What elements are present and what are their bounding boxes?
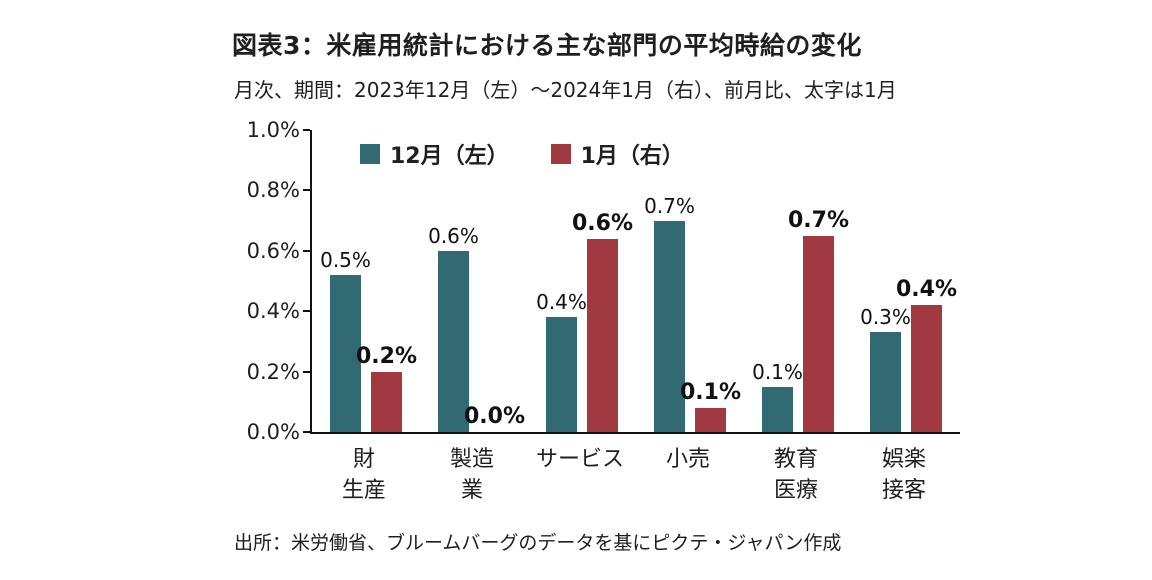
x-axis-label: 財生産 [341, 447, 386, 503]
bar [654, 220, 685, 432]
bar-value-label: 0.4% [536, 290, 587, 315]
bar [587, 238, 618, 432]
x-axis-label: 小売 [665, 447, 710, 472]
bar-value-label: 0.4% [896, 277, 958, 303]
bar-value-label: 0.0% [464, 404, 526, 429]
legend-label: 12月（左） [390, 144, 509, 169]
legend: 12月（左） 1月（右） [360, 138, 684, 170]
plot-area: 12月（左） 1月（右） 0.5% 0.2% 0.6% 0.0% 0.4% 0.6% 0.7%… [303, 129, 960, 434]
bar-slot: 0.7% [788, 130, 849, 432]
legend-swatch [550, 144, 571, 164]
y-tick-mark [303, 310, 310, 313]
bar [762, 386, 793, 432]
bar-slot: 0.0% [464, 130, 525, 432]
bar-slot: 0.6% [572, 130, 633, 432]
legend-swatch [360, 144, 380, 164]
page-title: 図表3：米雇用統計における主な部門の平均時給の変化 [232, 31, 862, 60]
y-axis: 0.0% 0.2% 0.4% 0.6% 0.8% 1.0% [226, 118, 300, 444]
bar [371, 371, 402, 432]
source-note: 出所：米労働省、ブルームバーグのデータを基にピクテ・ジャパン作成 [234, 532, 842, 554]
bar [330, 274, 361, 432]
y-tick-mark [303, 189, 310, 192]
bar-slot: 0.3% [860, 130, 911, 432]
bar-value-label: 0.5% [320, 247, 371, 272]
y-axis-label: 0.2% [246, 359, 300, 384]
bar-slot: 0.1% [752, 130, 803, 432]
bar-group: 0.7% 0.1% [636, 130, 744, 432]
x-axis-label: 製造業 [449, 447, 494, 503]
y-axis-label: 1.0% [246, 118, 300, 142]
bar-slot: 0.7% [644, 130, 695, 432]
bar-value-label: 0.7% [644, 193, 695, 218]
bars-row: 0.5% 0.2% 0.6% 0.0% 0.4% 0.6% 0.7% 0.1% 0.1% 0.7%… [312, 130, 960, 432]
y-axis-label: 0.4% [246, 299, 300, 324]
y-tick-mark [303, 431, 310, 433]
bar-group: 0.5% 0.2% [312, 130, 420, 432]
bar-slot: 0.5% [320, 130, 371, 432]
x-axis-label: 娯楽 接客 [881, 447, 926, 503]
bar-group: 0.3% 0.4% [852, 130, 960, 432]
x-axis-label: 教育 医療 [773, 447, 818, 503]
bar-value-label: 0.1% [680, 379, 742, 405]
bar-value-label: 0.7% [788, 207, 850, 233]
legend-item: 1月（右） [550, 138, 684, 170]
chart-subtitle: 月次、期間：2023年12月（左）～2024年1月（右）、前月比、太字は1月 [234, 78, 897, 102]
bar-value-label: 0.6% [428, 223, 479, 248]
x-axis-label: サービス [535, 447, 624, 472]
bar-group: 0.4% 0.6% [528, 130, 636, 432]
legend-item: 12月（左） [360, 138, 509, 170]
bar-value-label: 0.2% [356, 343, 418, 369]
bar-slot: 0.4% [536, 130, 587, 432]
bar-group: 0.1% 0.7% [744, 130, 852, 432]
bar-group: 0.6% 0.0% [420, 130, 528, 432]
bar-value-label: 0.1% [752, 359, 803, 384]
y-axis-label: 0.8% [246, 178, 300, 203]
bar-slot: 0.4% [896, 130, 957, 432]
y-tick-mark [303, 370, 310, 373]
legend-label: 1月（右） [580, 144, 684, 169]
y-tick-mark [303, 129, 310, 131]
bar-slot: 0.1% [680, 130, 741, 432]
bar [546, 317, 577, 432]
x-axis-labels: 財生産 製造業 サービス 小売 教育 医療 娯楽 接客 [310, 444, 958, 506]
bar-slot: 0.2% [356, 130, 417, 432]
bar [803, 235, 834, 432]
bar-value-label: 0.6% [572, 210, 634, 236]
y-axis-label: 0.0% [246, 420, 300, 444]
bar [695, 407, 726, 432]
y-axis-label: 0.6% [246, 238, 300, 263]
bar [870, 332, 901, 432]
bar-value-label: 0.3% [860, 305, 911, 330]
bar [911, 305, 942, 432]
y-tick-mark [303, 249, 310, 252]
bar-slot: 0.6% [428, 130, 479, 432]
bar [438, 250, 469, 432]
